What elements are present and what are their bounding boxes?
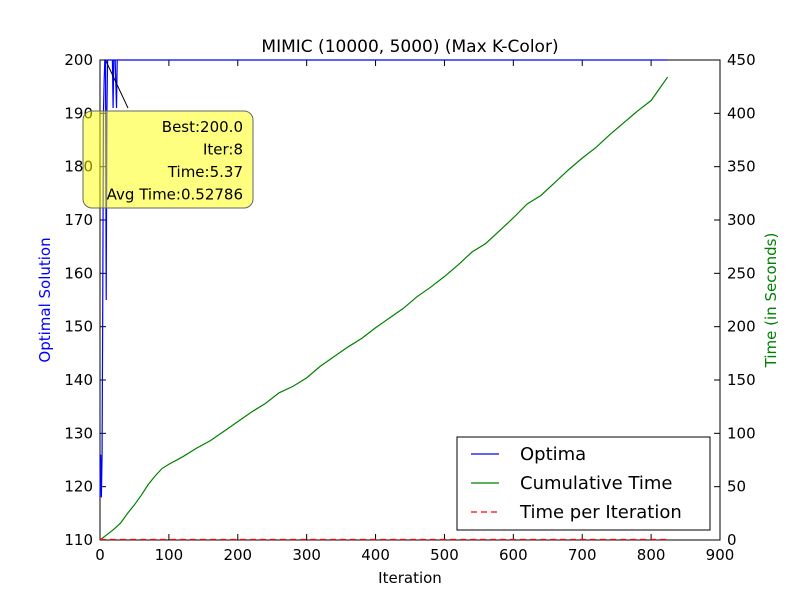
legend-box [456,436,711,531]
y2-tick-label: 350 [727,158,756,176]
y-tick-label: 160 [64,264,93,282]
x-axis-label: Iteration [378,569,442,587]
y2-tick-label: 300 [727,211,756,229]
x-tick-label: 0 [95,546,105,564]
y2-axis-label: Time (in Seconds) [762,233,780,369]
annotation-line: Avg Time:0.52786 [107,186,243,204]
y-tick-label: 200 [64,51,93,69]
x-tick-label: 100 [155,546,184,564]
y2-tick-label: 150 [727,371,756,389]
x-tick-label: 500 [430,546,459,564]
x-tick-label: 900 [706,546,735,564]
plot-area: 0 100 200 300 400 500 600 700 800 900110120130140… [64,51,755,564]
x-tick-label: 200 [223,546,252,564]
y2-tick-label: 0 [727,531,737,549]
y-axis-label: Optimal Solution [36,237,54,362]
annotation-line: Time:5.37 [167,163,243,181]
x-tick-label: 600 [499,546,528,564]
y2-tick-label: 200 [727,318,756,336]
series-line-cumulative-time [99,76,669,541]
y-tick-label: 110 [64,531,93,549]
y-tick-label: 150 [64,318,93,336]
annotation-line: Iter:8 [203,141,243,159]
y-tick-label: 140 [64,371,93,389]
chart-title: MIMIC (10000, 5000) (Max K-Color) [261,37,558,57]
x-tick-label: 400 [361,546,390,564]
x-tick-label: 700 [568,546,597,564]
x-tick-label: 800 [637,546,666,564]
annotation-arrow [105,59,129,109]
legend-label: Optima [520,444,586,465]
legend-label: Cumulative Time [520,473,673,494]
y2-tick-label: 50 [727,478,746,496]
annotation-box [82,110,254,209]
annotation-line: Best:200.0 [162,118,243,136]
x-tick-label: 300 [292,546,321,564]
y-tick-label: 120 [64,478,93,496]
y2-tick-label: 250 [727,264,756,282]
y2-tick-label: 450 [727,51,756,69]
y-tick-label: 130 [64,424,93,442]
y2-tick-label: 100 [727,424,756,442]
y2-tick-label: 400 [727,104,756,122]
y-tick-label: 170 [64,211,93,229]
legend-label: Time per Iteration [519,502,682,523]
